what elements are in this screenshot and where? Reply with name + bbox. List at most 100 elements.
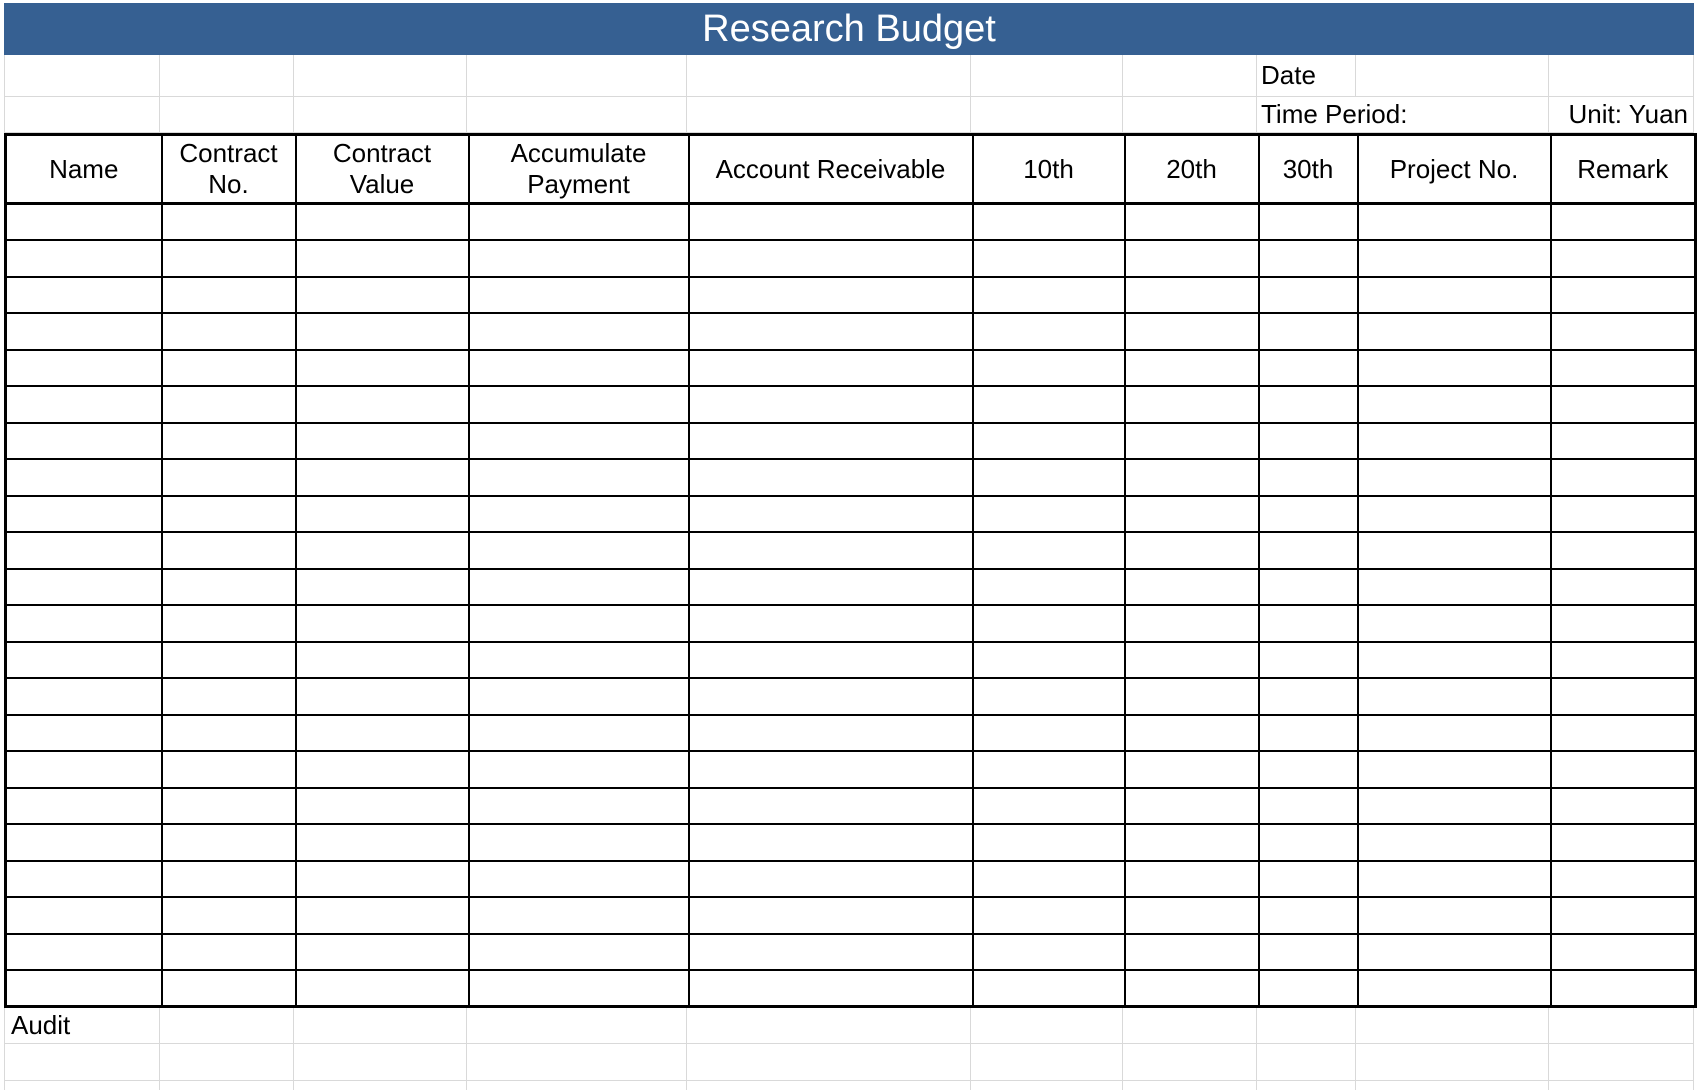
data-cell[interactable] <box>1549 202 1697 242</box>
data-cell[interactable] <box>1123 823 1260 862</box>
data-cell[interactable] <box>4 275 163 315</box>
data-cell[interactable] <box>1123 604 1260 643</box>
data-cell[interactable] <box>294 348 470 388</box>
data-cell[interactable] <box>1356 896 1552 935</box>
data-cell[interactable] <box>160 348 297 388</box>
data-cell[interactable] <box>294 969 470 1008</box>
data-cell[interactable] <box>1123 896 1260 935</box>
data-cell[interactable] <box>294 531 470 570</box>
data-cell[interactable] <box>971 312 1126 351</box>
data-cell[interactable] <box>467 531 690 570</box>
data-cell[interactable] <box>1356 932 1552 972</box>
data-cell[interactable] <box>1356 677 1552 716</box>
data-cell[interactable] <box>1356 458 1552 497</box>
data-cell[interactable] <box>160 713 297 753</box>
data-cell[interactable] <box>294 750 470 789</box>
data-cell[interactable] <box>1356 750 1552 789</box>
data-cell[interactable] <box>4 385 163 424</box>
data-cell[interactable] <box>294 275 470 315</box>
data-cell[interactable] <box>1356 859 1552 899</box>
data-cell[interactable] <box>971 604 1126 643</box>
data-cell[interactable] <box>4 348 163 388</box>
data-cell[interactable] <box>971 932 1126 972</box>
data-cell[interactable] <box>467 969 690 1008</box>
data-cell[interactable] <box>971 458 1126 497</box>
data-cell[interactable] <box>160 494 297 534</box>
data-cell[interactable] <box>1123 932 1260 972</box>
data-cell[interactable] <box>1549 713 1697 753</box>
data-cell[interactable] <box>1123 348 1260 388</box>
data-cell[interactable] <box>971 202 1126 242</box>
data-cell[interactable] <box>1549 275 1697 315</box>
data-cell[interactable] <box>971 567 1126 607</box>
data-cell[interactable] <box>294 786 470 826</box>
data-cell[interactable] <box>294 640 470 680</box>
data-cell[interactable] <box>1549 494 1697 534</box>
data-cell[interactable] <box>1356 275 1552 315</box>
data-cell[interactable] <box>1257 896 1359 935</box>
data-cell[interactable] <box>1257 859 1359 899</box>
data-cell[interactable] <box>687 713 974 753</box>
data-cell[interactable] <box>160 677 297 716</box>
data-cell[interactable] <box>1549 823 1697 862</box>
data-cell[interactable] <box>294 421 470 461</box>
data-cell[interactable] <box>1257 567 1359 607</box>
data-cell[interactable] <box>971 859 1126 899</box>
data-cell[interactable] <box>687 202 974 242</box>
data-cell[interactable] <box>160 896 297 935</box>
data-cell[interactable] <box>294 567 470 607</box>
data-cell[interactable] <box>1123 385 1260 424</box>
data-cell[interactable] <box>971 385 1126 424</box>
data-cell[interactable] <box>467 348 690 388</box>
data-cell[interactable] <box>1549 932 1697 972</box>
data-cell[interactable] <box>687 531 974 570</box>
data-cell[interactable] <box>1356 494 1552 534</box>
data-cell[interactable] <box>1257 202 1359 242</box>
data-cell[interactable] <box>1549 567 1697 607</box>
data-cell[interactable] <box>1356 312 1552 351</box>
data-cell[interactable] <box>971 421 1126 461</box>
data-cell[interactable] <box>1356 823 1552 862</box>
data-cell[interactable] <box>1356 786 1552 826</box>
data-cell[interactable] <box>1123 713 1260 753</box>
data-cell[interactable] <box>1549 312 1697 351</box>
data-cell[interactable] <box>1549 969 1697 1008</box>
data-cell[interactable] <box>1356 640 1552 680</box>
data-cell[interactable] <box>4 312 163 351</box>
data-cell[interactable] <box>467 750 690 789</box>
data-cell[interactable] <box>1549 896 1697 935</box>
data-cell[interactable] <box>687 494 974 534</box>
data-cell[interactable] <box>1356 421 1552 461</box>
data-cell[interactable] <box>1123 494 1260 534</box>
date-value-cell[interactable] <box>1356 55 1549 97</box>
data-cell[interactable] <box>971 239 1126 278</box>
data-cell[interactable] <box>1123 421 1260 461</box>
data-cell[interactable] <box>687 640 974 680</box>
data-cell[interactable] <box>1123 275 1260 315</box>
data-cell[interactable] <box>467 202 690 242</box>
data-cell[interactable] <box>1356 567 1552 607</box>
data-cell[interactable] <box>1356 604 1552 643</box>
data-cell[interactable] <box>4 202 163 242</box>
data-cell[interactable] <box>971 494 1126 534</box>
data-cell[interactable] <box>687 932 974 972</box>
data-cell[interactable] <box>294 312 470 351</box>
data-cell[interactable] <box>1257 786 1359 826</box>
data-cell[interactable] <box>687 385 974 424</box>
data-cell[interactable] <box>1123 458 1260 497</box>
data-cell[interactable] <box>160 421 297 461</box>
data-cell[interactable] <box>1257 750 1359 789</box>
data-cell[interactable] <box>971 823 1126 862</box>
data-cell[interactable] <box>971 677 1126 716</box>
data-cell[interactable] <box>687 567 974 607</box>
data-cell[interactable] <box>687 604 974 643</box>
data-cell[interactable] <box>4 823 163 862</box>
data-cell[interactable] <box>160 932 297 972</box>
data-cell[interactable] <box>1257 969 1359 1008</box>
data-cell[interactable] <box>1123 312 1260 351</box>
data-cell[interactable] <box>1549 239 1697 278</box>
data-cell[interactable] <box>4 421 163 461</box>
data-cell[interactable] <box>1257 604 1359 643</box>
data-cell[interactable] <box>687 859 974 899</box>
data-cell[interactable] <box>4 750 163 789</box>
